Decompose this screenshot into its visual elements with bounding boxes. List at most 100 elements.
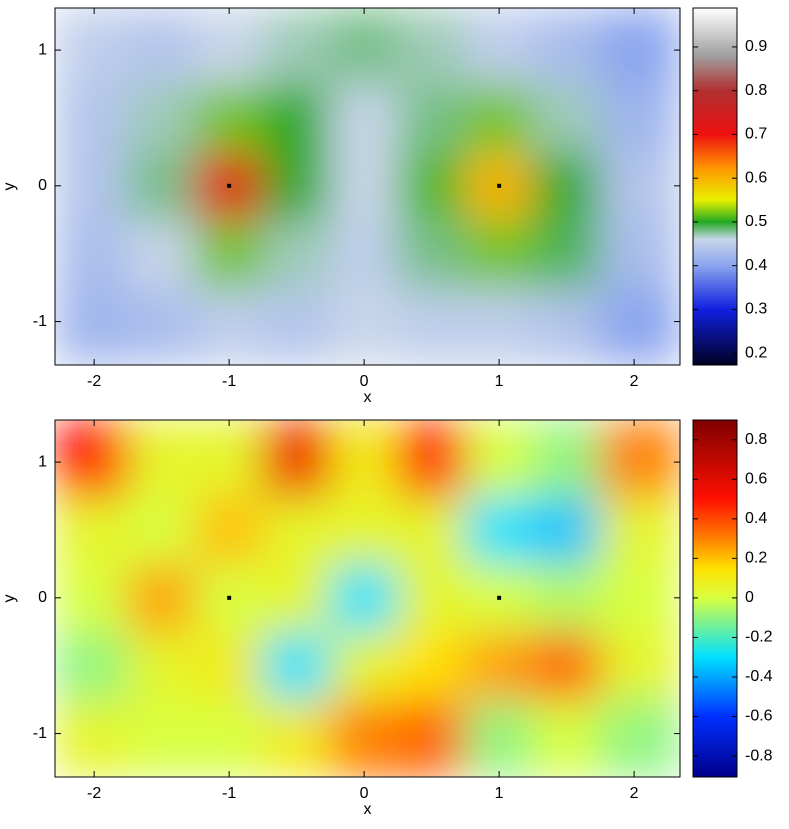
heatmap-cell: [532, 83, 601, 153]
heatmap-cell: [599, 151, 680, 221]
heatmap-cell: [464, 287, 534, 365]
heatmap-cell: [194, 631, 264, 701]
heatmap-cell: [329, 8, 399, 85]
heatmap-cell: [262, 219, 331, 289]
heatmap-cell: [532, 699, 601, 777]
heatmap-cell: [262, 631, 331, 701]
heatmap-cell: [599, 219, 680, 289]
colorbar-tick-label: 0.4: [745, 257, 767, 274]
heatmap-cell: [127, 495, 196, 565]
y-tick-label: -1: [33, 725, 47, 742]
x-tick-label: 2: [630, 373, 639, 390]
x-axis-label: x: [364, 389, 372, 406]
heatmap-cell: [55, 8, 129, 85]
heatmap-cell: [55, 495, 129, 565]
heatmap-cell: [532, 631, 601, 701]
heatmap-cell: [532, 219, 601, 289]
heatmap-cell: [532, 563, 601, 633]
heatmap-cells: [55, 8, 680, 365]
heatmap-cell: [329, 219, 399, 289]
colorbar-tick-label: 0.8: [745, 431, 767, 448]
heatmap-cell: [464, 83, 534, 153]
heatmap-cell: [397, 287, 466, 365]
heatmap-cell: [194, 287, 264, 365]
colorbar-tick-label: 0.6: [745, 169, 767, 186]
heatmap-cell: [397, 8, 466, 85]
x-tick-label: 1: [495, 785, 504, 802]
heatmap-cell: [262, 495, 331, 565]
heatmap-cell: [397, 631, 466, 701]
x-tick-label: 0: [360, 785, 369, 802]
heatmap-cell: [127, 219, 196, 289]
point-marker: [497, 595, 502, 600]
heatmap-cell: [464, 495, 534, 565]
heatmap-cell: [329, 699, 399, 777]
heatmap-cells: [55, 420, 680, 777]
heatmap-cell: [464, 631, 534, 701]
heatmap-cell: [55, 699, 129, 777]
colorbar-tick-label: 0.2: [745, 344, 767, 361]
heatmap-cell: [127, 699, 196, 777]
heatmap-cell: [329, 631, 399, 701]
heatmap-cell: [464, 420, 534, 497]
heatmap-cell: [532, 151, 601, 221]
heatmap-cell: [262, 151, 331, 221]
x-tick-label: -1: [222, 785, 236, 802]
heatmap: [55, 420, 680, 777]
heatmap-cell: [397, 420, 466, 497]
heatmap-cell: [532, 8, 601, 85]
heatmap-cell: [55, 151, 129, 221]
x-tick-label: -1: [222, 373, 236, 390]
heatmap-cell: [599, 699, 680, 777]
y-tick-label: 1: [38, 41, 47, 58]
heatmap-cell: [55, 563, 129, 633]
heatmap-cell: [262, 8, 331, 85]
colorbar-tick-label: 0.9: [745, 38, 767, 55]
heatmap-cell: [397, 219, 466, 289]
heatmap-cell: [194, 219, 264, 289]
heatmap-cell: [599, 83, 680, 153]
heatmap-cell: [599, 495, 680, 565]
heatmap-cell: [262, 83, 331, 153]
colorbar-tick-label: 0: [745, 589, 754, 606]
heatmap-cell: [599, 420, 680, 497]
x-tick-label: 1: [495, 373, 504, 390]
heatmap: [55, 8, 680, 365]
colorbar-tick-label: -0.6: [745, 708, 773, 725]
heatmap-cell: [329, 495, 399, 565]
heatmap-cell: [55, 420, 129, 497]
heatmap-cell: [464, 699, 534, 777]
heatmap-cell: [55, 631, 129, 701]
point-marker: [227, 183, 232, 188]
heatmap-cell: [464, 219, 534, 289]
colorbar-tick-label: -0.2: [745, 629, 773, 646]
heatmap-cell: [194, 495, 264, 565]
heatmap-cell: [464, 8, 534, 85]
heatmap-cell: [194, 699, 264, 777]
heatmap-cell: [329, 563, 399, 633]
heatmap-cell: [262, 699, 331, 777]
y-axis-label: y: [1, 183, 18, 191]
heatmap-cell: [397, 83, 466, 153]
x-tick-label: -2: [87, 373, 101, 390]
heatmap-cell: [194, 420, 264, 497]
heatmap-cell: [532, 420, 601, 497]
point-marker: [227, 595, 232, 600]
heatmap-cell: [532, 495, 601, 565]
y-tick-label: 0: [38, 589, 47, 606]
x-tick-label: 2: [630, 785, 639, 802]
colorbar: [692, 7, 738, 366]
heatmap-cell: [127, 631, 196, 701]
heatmap-cell: [329, 420, 399, 497]
heatmap-cell: [532, 287, 601, 365]
heatmap-cell: [329, 287, 399, 365]
heatmap-cell: [127, 420, 196, 497]
heatmap-cell: [55, 287, 129, 365]
colorbar-tick-label: 0.3: [745, 301, 767, 318]
colorbar-tick-label: 0.8: [745, 82, 767, 99]
heatmap-cell: [127, 151, 196, 221]
y-axis-label: y: [1, 595, 18, 603]
x-tick-label: -2: [87, 785, 101, 802]
heatmap-cell: [262, 563, 331, 633]
